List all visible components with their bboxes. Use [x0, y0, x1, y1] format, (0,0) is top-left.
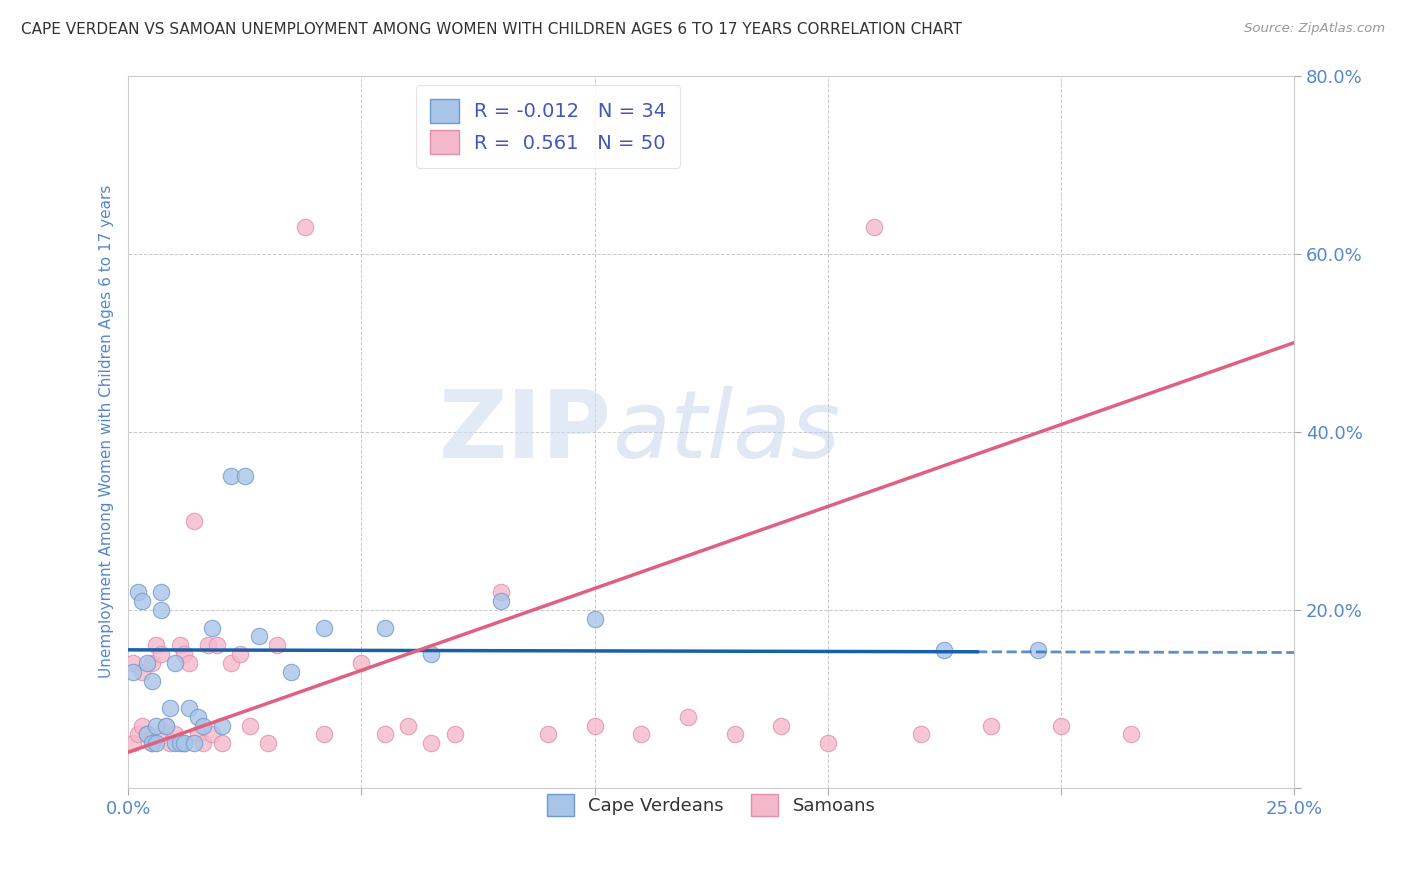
Point — [141, 657, 163, 671]
Point — [177, 657, 200, 671]
Point — [420, 648, 443, 662]
Point — [177, 700, 200, 714]
Point — [122, 665, 145, 679]
Point — [163, 736, 186, 750]
Point — [149, 648, 172, 662]
Point — [583, 718, 606, 732]
Point — [173, 736, 195, 750]
Text: CAPE VERDEAN VS SAMOAN UNEMPLOYMENT AMONG WOMEN WITH CHILDREN AGES 6 TO 17 YEARS: CAPE VERDEAN VS SAMOAN UNEMPLOYMENT AMON… — [21, 22, 962, 37]
Text: Source: ZipAtlas.com: Source: ZipAtlas.com — [1244, 22, 1385, 36]
Point — [314, 621, 336, 635]
Point — [211, 718, 233, 732]
Point — [537, 727, 560, 741]
Point — [127, 585, 149, 599]
Point — [1026, 643, 1049, 657]
Point — [201, 727, 224, 741]
Point — [201, 621, 224, 635]
Point — [630, 727, 652, 741]
Point — [183, 736, 205, 750]
Point — [314, 727, 336, 741]
Point — [863, 219, 886, 234]
Point — [205, 639, 228, 653]
Text: ZIP: ZIP — [439, 385, 612, 478]
Point — [145, 639, 167, 653]
Point — [155, 718, 177, 732]
Point — [238, 718, 260, 732]
Point — [127, 727, 149, 741]
Point — [163, 657, 186, 671]
Point — [350, 657, 373, 671]
Point — [149, 603, 172, 617]
Point — [219, 657, 242, 671]
Point — [583, 612, 606, 626]
Legend: Cape Verdeans, Samoans: Cape Verdeans, Samoans — [538, 785, 884, 825]
Point — [135, 727, 157, 741]
Point — [197, 639, 219, 653]
Point — [159, 736, 181, 750]
Point — [211, 736, 233, 750]
Point — [233, 469, 256, 483]
Point — [141, 673, 163, 688]
Point — [229, 648, 252, 662]
Point — [159, 700, 181, 714]
Point — [770, 718, 793, 732]
Point — [131, 718, 153, 732]
Point — [257, 736, 280, 750]
Point — [374, 727, 396, 741]
Point — [280, 665, 302, 679]
Point — [173, 736, 195, 750]
Point — [396, 718, 419, 732]
Point — [491, 594, 513, 608]
Point — [163, 727, 186, 741]
Point — [145, 736, 167, 750]
Point — [135, 657, 157, 671]
Point — [122, 657, 145, 671]
Point — [141, 736, 163, 750]
Text: atlas: atlas — [612, 386, 841, 477]
Y-axis label: Unemployment Among Women with Children Ages 6 to 17 years: Unemployment Among Women with Children A… — [100, 185, 114, 679]
Point — [980, 718, 1002, 732]
Point — [420, 736, 443, 750]
Point — [934, 643, 956, 657]
Point — [149, 727, 172, 741]
Point — [173, 648, 195, 662]
Point — [131, 665, 153, 679]
Point — [1119, 727, 1142, 741]
Point — [266, 639, 288, 653]
Point — [141, 736, 163, 750]
Point — [135, 727, 157, 741]
Point — [187, 709, 209, 723]
Point — [676, 709, 699, 723]
Point — [817, 736, 839, 750]
Point — [191, 718, 214, 732]
Point — [191, 736, 214, 750]
Point — [169, 736, 191, 750]
Point — [149, 585, 172, 599]
Point — [443, 727, 465, 741]
Point — [219, 469, 242, 483]
Point — [145, 718, 167, 732]
Point — [910, 727, 932, 741]
Point — [122, 736, 145, 750]
Point — [155, 718, 177, 732]
Point — [1050, 718, 1073, 732]
Point — [131, 594, 153, 608]
Point — [491, 585, 513, 599]
Point — [247, 630, 270, 644]
Point — [723, 727, 745, 741]
Point — [187, 727, 209, 741]
Point — [183, 514, 205, 528]
Point — [169, 639, 191, 653]
Point — [374, 621, 396, 635]
Point — [294, 219, 316, 234]
